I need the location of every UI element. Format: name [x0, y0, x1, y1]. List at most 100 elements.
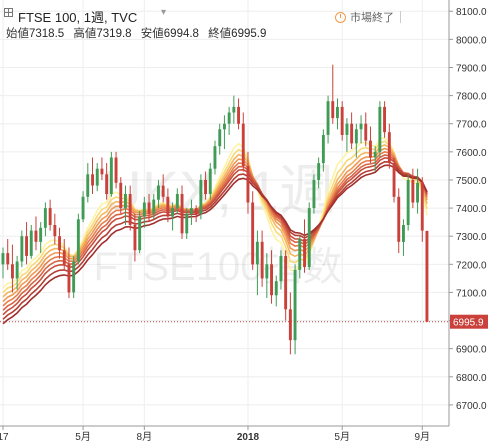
- y-tick-label: 7700.0: [456, 120, 487, 131]
- candle-body: [350, 123, 354, 144]
- candle-body: [58, 236, 61, 251]
- candle: [397, 188, 401, 254]
- candle: [232, 95, 236, 124]
- candle-body: [284, 255, 288, 310]
- candle-body: [241, 123, 245, 166]
- candle: [86, 163, 90, 203]
- candle-body: [180, 194, 184, 234]
- candle: [48, 199, 52, 231]
- candle-body: [81, 196, 85, 220]
- candle: [58, 227, 61, 259]
- candle: [279, 250, 283, 290]
- y-axis-bg: [449, 0, 488, 446]
- candle-body: [402, 225, 405, 242]
- dropdown-icon[interactable]: ▾: [161, 7, 167, 18]
- expand-icon[interactable]: [4, 8, 13, 17]
- candle: [199, 174, 203, 220]
- last-price-label: 6995.9: [453, 318, 484, 329]
- candle: [15, 255, 19, 290]
- market-status[interactable]: 市場終了: [335, 9, 401, 25]
- candle-body: [237, 106, 240, 124]
- high-value: 7319.8: [96, 28, 132, 40]
- candle: [425, 230, 429, 323]
- candle: [72, 255, 76, 299]
- y-tick-label: 7300.0: [456, 232, 487, 243]
- candle: [255, 230, 259, 296]
- candle: [194, 205, 198, 223]
- y-axis: 8100.0 8000.0 7900.0 7800.0 7700.0 7600.0 7500…: [448, 0, 488, 446]
- candle: [251, 191, 255, 270]
- candle: [152, 194, 156, 220]
- candle-body: [303, 239, 306, 268]
- candle: [265, 253, 269, 299]
- candle-body: [321, 135, 325, 164]
- candle: [204, 171, 207, 200]
- candle-body: [336, 106, 339, 119]
- ohlc-legend: 始値7318.5 高値7319.8 安値6994.8 終値6995.9: [6, 25, 272, 41]
- candle: [260, 230, 264, 287]
- candle-body: [199, 180, 203, 214]
- candle-body: [416, 182, 419, 203]
- clock-icon: [335, 12, 346, 23]
- symbol-title[interactable]: FTSE 100, 1週, TVC: [18, 7, 137, 26]
- candle-body: [72, 261, 76, 293]
- candle: [364, 112, 368, 147]
- close-label: 終値: [208, 28, 232, 40]
- candle-body: [251, 202, 255, 265]
- candle-body: [218, 129, 222, 147]
- candle: [288, 292, 292, 355]
- x-tick-label: 17: [0, 432, 9, 443]
- y-tick-label: 6800.0: [456, 373, 487, 384]
- candle: [11, 244, 14, 293]
- candle: [345, 118, 349, 152]
- y-tick-label: 7100.0: [456, 288, 487, 299]
- candle-body: [152, 199, 156, 214]
- candle-body: [383, 106, 386, 133]
- candle-body: [20, 236, 24, 262]
- candle-body: [227, 112, 231, 124]
- candle-body: [62, 250, 66, 265]
- candle-body: [317, 163, 321, 180]
- candle: [406, 174, 410, 231]
- candle-body: [43, 208, 47, 228]
- candle-body: [109, 157, 113, 195]
- candle-body: [425, 231, 429, 322]
- candle: [34, 216, 38, 251]
- candle: [326, 95, 330, 144]
- candle: [274, 275, 278, 307]
- candle-body: [6, 253, 10, 265]
- candle: [354, 123, 358, 158]
- x-tick-label: 9月: [415, 431, 431, 443]
- candle: [109, 151, 113, 197]
- candle: [119, 177, 123, 214]
- candle: [307, 202, 311, 270]
- candle-body: [161, 185, 165, 197]
- candle-body: [119, 182, 123, 209]
- candle-body: [208, 168, 212, 194]
- candle: [147, 194, 151, 223]
- y-tick-label: 7600.0: [456, 148, 487, 159]
- candle-body: [147, 202, 151, 214]
- candle: [378, 101, 382, 158]
- candle-body: [95, 168, 99, 186]
- candle: [241, 112, 245, 172]
- candle-body: [312, 180, 316, 209]
- candle: [20, 230, 24, 268]
- candle-body: [364, 123, 368, 141]
- candle: [43, 202, 47, 237]
- candle: [213, 140, 217, 175]
- candle-body: [392, 163, 396, 197]
- candle-body: [406, 180, 410, 225]
- candle: [29, 224, 33, 259]
- candle: [340, 101, 344, 141]
- candle-body: [29, 230, 33, 256]
- candle: [284, 250, 288, 321]
- candle: [81, 191, 85, 223]
- candle: [157, 179, 160, 209]
- candle-body: [260, 241, 264, 279]
- candle-body: [128, 194, 132, 225]
- candle-body: [166, 196, 170, 217]
- candle: [180, 185, 184, 240]
